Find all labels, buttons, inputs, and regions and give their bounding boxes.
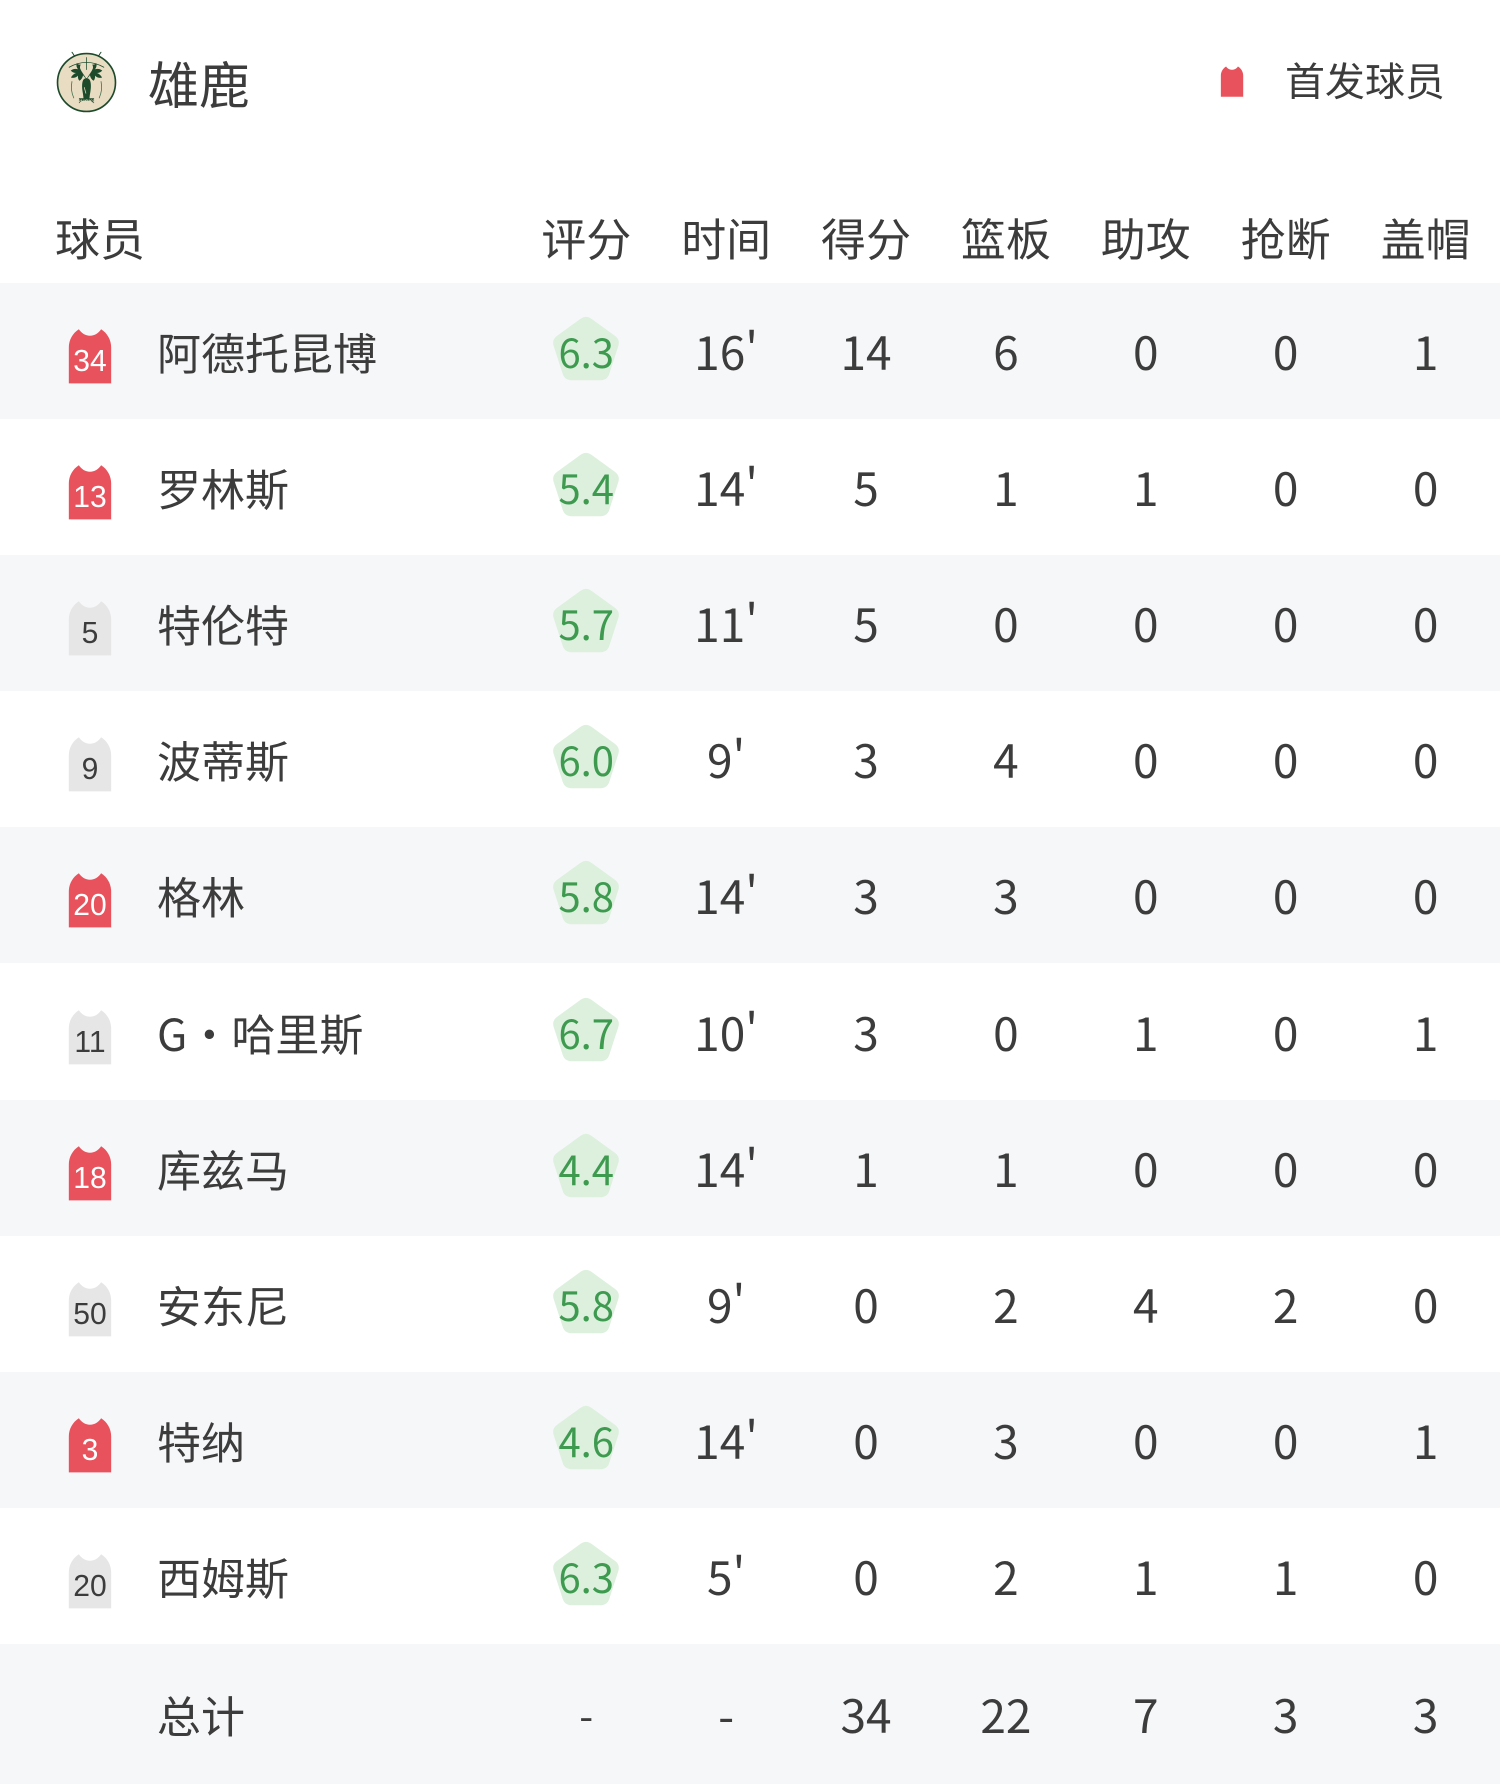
svg-text:13: 13 [73, 481, 106, 514]
svg-text:BUCKS: BUCKS [77, 99, 96, 105]
svg-text:11: 11 [74, 1026, 105, 1059]
svg-text:20: 20 [73, 889, 106, 922]
svg-text:3: 3 [82, 1434, 99, 1467]
svg-text:34: 34 [73, 345, 106, 378]
svg-text:50: 50 [73, 1298, 106, 1331]
svg-text:5: 5 [82, 617, 99, 650]
svg-text:20: 20 [73, 1570, 106, 1603]
svg-text:18: 18 [73, 1162, 106, 1195]
svg-text:9: 9 [82, 753, 99, 786]
